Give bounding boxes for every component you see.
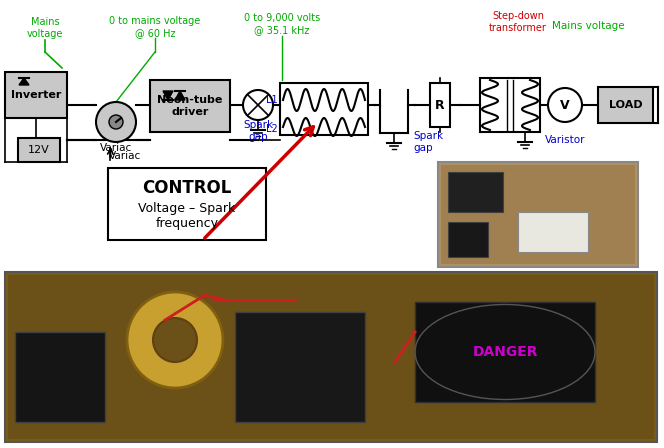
- FancyBboxPatch shape: [5, 272, 657, 442]
- Text: CONTROL: CONTROL: [142, 179, 232, 197]
- FancyBboxPatch shape: [235, 312, 365, 422]
- FancyBboxPatch shape: [441, 165, 635, 264]
- Text: L1: L1: [266, 95, 278, 105]
- FancyBboxPatch shape: [5, 72, 67, 118]
- FancyBboxPatch shape: [438, 162, 638, 267]
- FancyBboxPatch shape: [18, 138, 60, 162]
- Text: 0 to mains voltage
@ 60 Hz: 0 to mains voltage @ 60 Hz: [110, 16, 201, 38]
- Polygon shape: [163, 91, 173, 100]
- Text: Spark
gap: Spark gap: [413, 131, 443, 153]
- Text: Spark
gap: Spark gap: [243, 120, 273, 142]
- Text: Mains
voltage: Mains voltage: [27, 17, 63, 39]
- FancyBboxPatch shape: [415, 302, 595, 402]
- Polygon shape: [19, 78, 29, 85]
- FancyBboxPatch shape: [518, 212, 588, 252]
- Text: R: R: [435, 99, 445, 112]
- FancyBboxPatch shape: [598, 87, 653, 123]
- FancyBboxPatch shape: [448, 222, 488, 257]
- Text: DANGER: DANGER: [472, 345, 538, 359]
- Text: Variac: Variac: [109, 151, 141, 161]
- Text: V: V: [560, 99, 570, 112]
- FancyBboxPatch shape: [150, 80, 230, 132]
- Text: Inverter: Inverter: [11, 90, 61, 100]
- Circle shape: [96, 102, 136, 142]
- FancyBboxPatch shape: [15, 332, 105, 422]
- Polygon shape: [175, 91, 185, 100]
- Text: Neon-tube
driver: Neon-tube driver: [157, 95, 222, 117]
- FancyBboxPatch shape: [8, 275, 654, 439]
- FancyBboxPatch shape: [108, 168, 266, 240]
- Text: Voltage – Spark
frequency: Voltage – Spark frequency: [138, 202, 236, 230]
- Text: L2: L2: [266, 124, 278, 134]
- Text: Variac: Variac: [100, 143, 132, 153]
- Text: Varistor: Varistor: [544, 135, 585, 145]
- Text: 12V: 12V: [28, 145, 50, 155]
- FancyBboxPatch shape: [430, 83, 450, 127]
- Text: Step-down
transformer: Step-down transformer: [489, 11, 547, 33]
- Text: Mains voltage: Mains voltage: [552, 21, 624, 31]
- Circle shape: [109, 115, 123, 129]
- Circle shape: [243, 90, 273, 120]
- Circle shape: [548, 88, 582, 122]
- FancyBboxPatch shape: [448, 172, 503, 212]
- Circle shape: [127, 292, 223, 388]
- Circle shape: [153, 318, 197, 362]
- Text: LOAD: LOAD: [609, 100, 642, 110]
- Text: 0 to 9,000 volts
@ 35.1 kHz: 0 to 9,000 volts @ 35.1 kHz: [244, 13, 320, 35]
